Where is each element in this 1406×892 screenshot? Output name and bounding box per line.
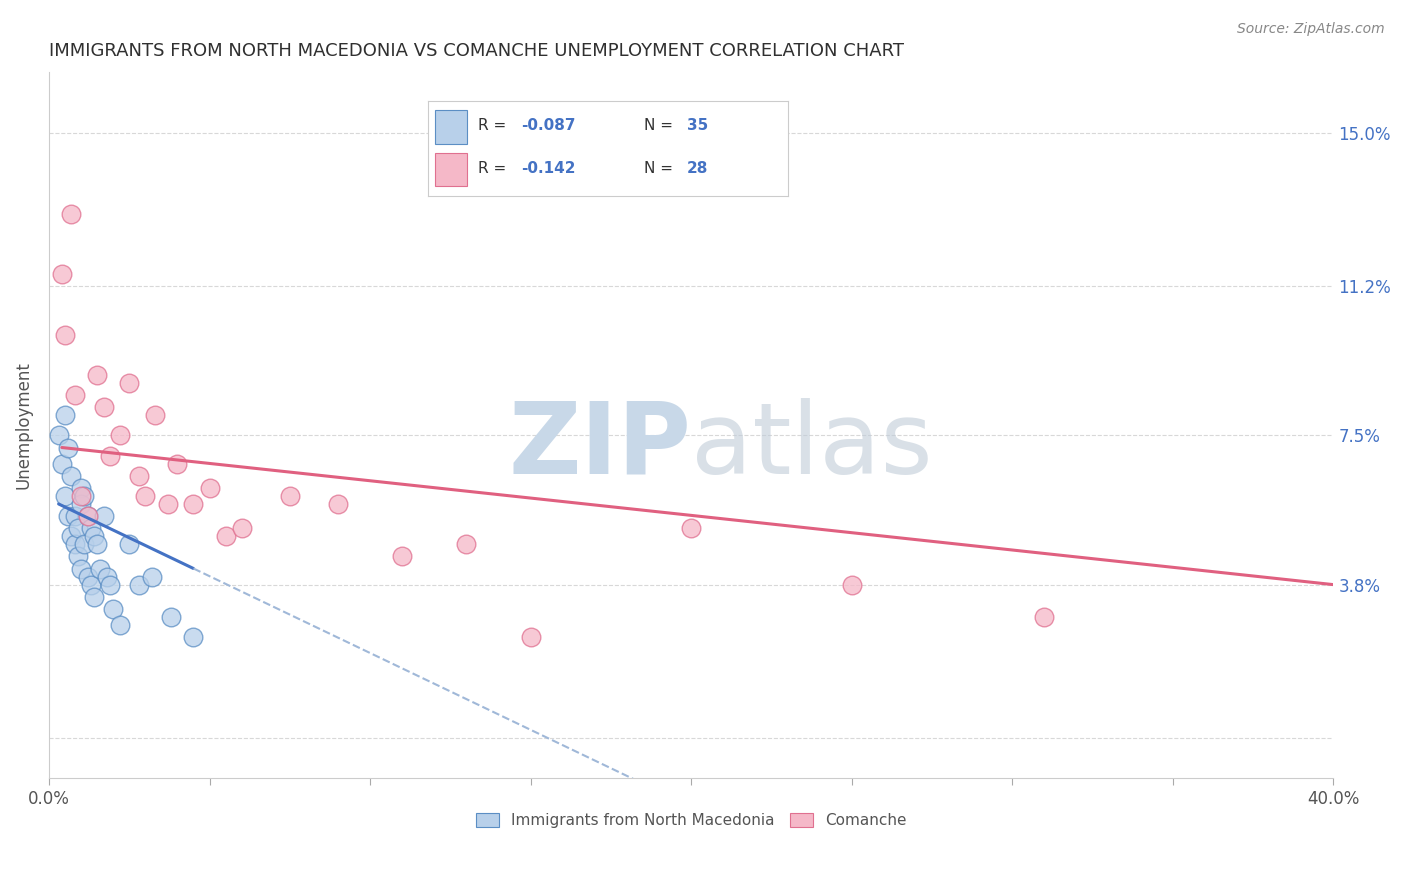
Point: [134, 489, 156, 503]
Point: [681, 521, 703, 535]
Point: [51, 457, 73, 471]
Point: [166, 457, 188, 471]
Point: [93, 400, 115, 414]
Point: [89, 561, 111, 575]
Point: [214, 529, 236, 543]
Point: [53, 489, 76, 503]
Point: [53, 409, 76, 423]
Point: [83, 590, 105, 604]
Point: [86, 368, 108, 382]
Point: [108, 428, 131, 442]
Text: atlas: atlas: [692, 398, 932, 495]
Point: [70, 497, 93, 511]
Point: [326, 497, 349, 511]
Text: IMMIGRANTS FROM NORTH MACEDONIA VS COMANCHE UNEMPLOYMENT CORRELATION CHART: IMMIGRANTS FROM NORTH MACEDONIA VS COMAN…: [49, 42, 904, 60]
Point: [70, 481, 93, 495]
Point: [143, 409, 166, 423]
Point: [118, 376, 141, 390]
Point: [73, 489, 96, 503]
Point: [70, 489, 93, 503]
Point: [160, 610, 183, 624]
Point: [80, 577, 103, 591]
Point: [60, 468, 83, 483]
Point: [80, 521, 103, 535]
Point: [183, 497, 205, 511]
Point: [118, 537, 141, 551]
Point: [58, 509, 80, 524]
Point: [128, 577, 150, 591]
Point: [128, 468, 150, 483]
Point: [51, 267, 73, 281]
Point: [70, 561, 93, 575]
Legend: Immigrants from North Macedonia, Comanche: Immigrants from North Macedonia, Comanch…: [470, 807, 912, 834]
Point: [98, 577, 121, 591]
Y-axis label: Unemployment: Unemployment: [15, 361, 32, 490]
Point: [198, 481, 221, 495]
Point: [141, 569, 163, 583]
Point: [60, 529, 83, 543]
Point: [391, 549, 413, 564]
Point: [66, 521, 89, 535]
Point: [108, 618, 131, 632]
Point: [156, 497, 179, 511]
Point: [58, 441, 80, 455]
Point: [183, 630, 205, 644]
Point: [53, 327, 76, 342]
Point: [76, 509, 98, 524]
Point: [278, 489, 301, 503]
Point: [93, 509, 115, 524]
Point: [63, 388, 86, 402]
Point: [83, 529, 105, 543]
Point: [76, 569, 98, 583]
Point: [1033, 610, 1056, 624]
Point: [76, 509, 98, 524]
Point: [60, 206, 83, 220]
Point: [98, 449, 121, 463]
Point: [66, 549, 89, 564]
Point: [73, 537, 96, 551]
Text: Source: ZipAtlas.com: Source: ZipAtlas.com: [1237, 22, 1385, 37]
Point: [231, 521, 253, 535]
Point: [48, 428, 70, 442]
Point: [63, 509, 86, 524]
Point: [96, 569, 118, 583]
Point: [519, 630, 541, 644]
Point: [841, 577, 863, 591]
Text: ZIP: ZIP: [509, 398, 692, 495]
Point: [103, 602, 125, 616]
Point: [86, 537, 108, 551]
Point: [63, 537, 86, 551]
Point: [456, 537, 478, 551]
